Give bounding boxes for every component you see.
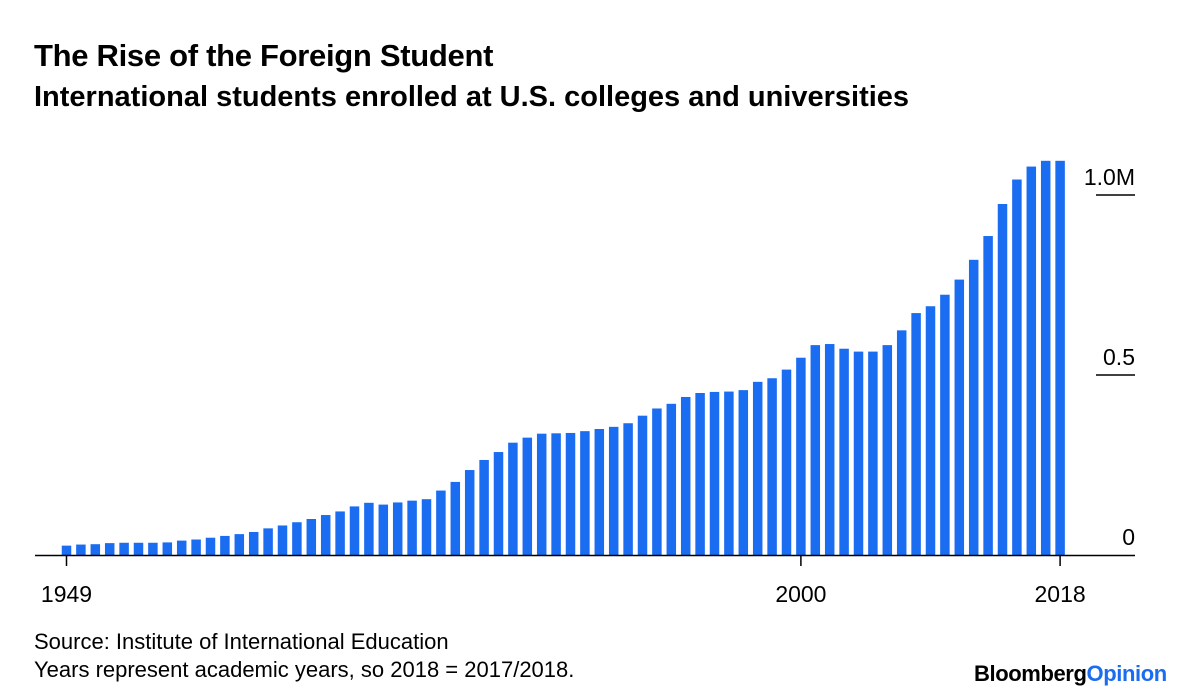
bar-1978 [479,459,489,555]
x-tick-label-2000: 2000 [775,581,826,607]
bar-1964 [277,525,288,555]
bar-1956 [162,542,173,555]
bar-1999 [781,369,792,555]
footer: Source: Institute of International Educa… [34,628,574,684]
bar-1968 [335,511,345,555]
bar-2004 [853,351,864,555]
bar-1953 [119,542,129,555]
bar-1965 [292,522,302,555]
academic-year-note: Years represent academic years, so 2018 … [34,657,575,682]
bar-2014 [997,204,1008,555]
bar-1951 [90,544,101,555]
bar-2013 [983,236,993,556]
bar-2003 [839,348,849,555]
bar-1959 [205,537,216,555]
bar-1990 [652,408,662,555]
x-tick-label-2018: 2018 [1035,581,1086,607]
bar-2007 [896,330,907,555]
brand-part2: Opinion [1086,661,1168,686]
bar-1977 [464,470,475,555]
bar-1982 [536,433,547,555]
bar-1994 [709,391,720,555]
bar-1989 [637,415,648,555]
bar-1962 [248,531,259,555]
bar-1979 [493,452,504,555]
bar-1996 [738,390,749,555]
bar-1961 [234,534,245,555]
bar-2011 [954,279,965,555]
bar-1952 [104,543,115,555]
bar-1995 [724,391,734,555]
bar-1955 [148,542,158,555]
bloomberg-opinion-logo: BloombergOpinion [974,661,1167,687]
bar-2017 [1040,160,1051,556]
chart-title: The Rise of the Foreign Student [34,38,494,73]
y-tick-label: 1.0M [1084,164,1135,190]
bar-1988 [623,423,633,555]
bar-1972 [392,502,403,555]
bar-2010 [940,294,950,555]
bar-1987 [608,426,619,555]
bar-2002 [824,344,835,555]
bar-2006 [882,345,893,555]
bar-1992 [680,396,691,555]
bar-1967 [320,515,331,555]
bar-1981 [522,437,533,555]
bar-2000 [796,357,806,555]
bar-2001 [810,345,821,555]
bar-1973 [407,500,417,555]
bar-1957 [176,540,187,555]
bar-1966 [306,519,317,555]
bar-1969 [349,506,360,555]
chart-subtitle: International students enrolled at U.S. … [34,81,910,113]
bar-1974 [421,499,432,555]
bar-1983 [551,433,561,555]
bar-1954 [133,542,144,555]
x-tick-label-1949: 1949 [41,581,92,607]
bar-1980 [508,442,518,555]
bar-1958 [191,539,201,555]
y-tick-label: 0.5 [1103,344,1135,370]
bar-2016 [1026,166,1037,555]
bar-2009 [925,306,936,555]
bar-1998 [767,378,777,555]
bar-2018 [1055,160,1065,556]
bar-1993 [695,393,705,555]
bar-1984 [565,432,576,555]
bar-1970 [364,502,374,555]
bar-1985 [580,431,590,555]
bar-1986 [594,429,605,555]
x-ticks-group: 1949 2000 2018 [41,555,1086,607]
bar-2012 [968,259,979,555]
bar-1950 [76,544,86,555]
bar-2005 [868,351,878,555]
bar-2008 [911,313,921,555]
bar-1949 [61,545,72,555]
bar-1960 [220,535,230,555]
source-note: Source: Institute of International Educa… [34,629,449,654]
y-ticks-group: 1.0M 0.5 0 [1084,164,1135,550]
y-tick-label: 0 [1122,524,1135,550]
bar-2015 [1012,179,1022,555]
bar-1971 [378,504,389,555]
brand-part1: Bloomberg [974,661,1087,686]
bar-1976 [450,481,461,555]
bar-1997 [752,381,763,555]
bar-1975 [436,490,446,555]
bar-1991 [666,403,677,555]
bar-1963 [263,528,273,555]
bars-group [61,160,1065,556]
